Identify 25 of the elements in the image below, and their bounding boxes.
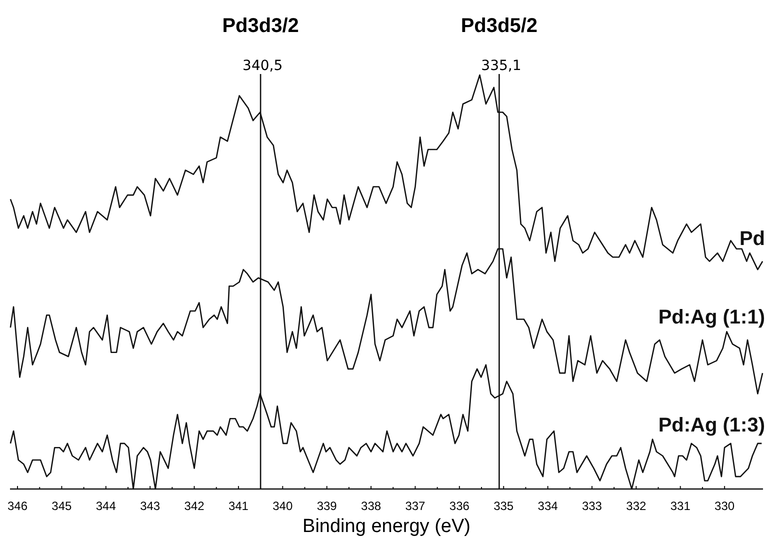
x-tick-label: 343 <box>140 499 160 513</box>
series-label: Pd:Ag (1:1) <box>658 306 765 329</box>
x-tick-label: 340 <box>272 499 293 513</box>
x-tick-label: 337 <box>405 499 426 513</box>
x-tick-label: 346 <box>7 499 28 513</box>
x-tick-label: 344 <box>96 499 116 513</box>
series-label: Pd <box>739 228 765 250</box>
x-tick-label: 335 <box>494 499 514 513</box>
series-label: Pd:Ag (1:3) <box>658 414 765 436</box>
text: Pd3d3/2 <box>222 15 299 37</box>
ref-line-label: 340,5 <box>242 58 283 74</box>
x-axis-title: Binding energy (eV) <box>302 516 470 537</box>
x-tick-label: 333 <box>582 499 602 513</box>
x-tick-label: 339 <box>316 499 338 513</box>
x-tick-label: 342 <box>184 499 205 513</box>
x-tick-label: 332 <box>626 499 647 513</box>
x-tick-label: 338 <box>361 499 382 513</box>
x-tick-label: 334 <box>538 499 558 513</box>
x-tick-label: 331 <box>670 499 691 513</box>
ref-line-label: 335,1 <box>481 58 522 74</box>
text: Pd3d5/2 <box>460 15 538 37</box>
x-tick-label: 330 <box>714 499 735 513</box>
x-tick-label: 341 <box>228 499 249 513</box>
x-tick-label: 345 <box>52 499 72 513</box>
x-tick-label: 336 <box>449 499 470 513</box>
